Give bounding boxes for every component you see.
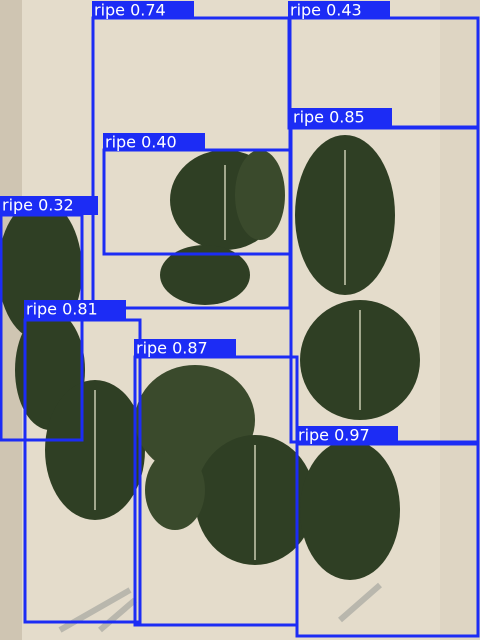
- label: ripe 0.81: [26, 300, 98, 319]
- label-background: [92, 1, 194, 19]
- wall-shade: [440, 0, 480, 640]
- label: ripe 0.43: [290, 1, 362, 20]
- label-background: [24, 300, 126, 320]
- label: ripe 0.97: [298, 426, 370, 445]
- detection: ripe 0.97: [295, 426, 480, 638]
- label-background: [288, 1, 390, 19]
- detection: ripe 0.43: [287, 1, 480, 130]
- label: ripe 0.87: [136, 339, 208, 358]
- label: ripe 0.85: [293, 108, 365, 127]
- detection: ripe 0.40: [102, 133, 292, 256]
- label-background: [0, 196, 98, 215]
- label-background: [290, 108, 392, 127]
- detection: ripe 0.87: [133, 339, 299, 627]
- label: ripe 0.74: [94, 1, 166, 20]
- label-background: [134, 339, 236, 358]
- label-background: [296, 426, 398, 445]
- detection: ripe 0.32: [0, 196, 98, 442]
- detection: ripe 0.81: [23, 300, 142, 624]
- detection: ripe 0.74: [91, 1, 292, 310]
- label-background: [103, 133, 205, 151]
- label: ripe 0.40: [105, 133, 177, 152]
- plant: [0, 135, 420, 633]
- label: ripe 0.32: [2, 196, 74, 215]
